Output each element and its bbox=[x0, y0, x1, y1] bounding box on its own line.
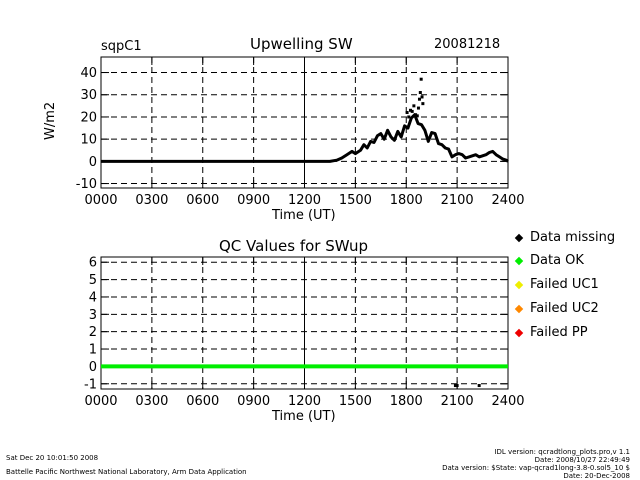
qc-xtick-label-2: 0600 bbox=[186, 394, 219, 409]
sw-point-10 bbox=[419, 77, 423, 81]
qc-xtick-label-5: 1500 bbox=[339, 394, 372, 409]
sw-point-3 bbox=[410, 109, 414, 113]
upwelling-sw-xlabel: Time (UT) bbox=[272, 208, 336, 223]
sw-ytick-label-4: 30 bbox=[80, 88, 97, 103]
sw-xtick-label-5: 1500 bbox=[339, 193, 372, 208]
footer-lab: Battelle Pacific Northwest National Labo… bbox=[6, 468, 247, 476]
sw-xtick-label-8: 2400 bbox=[491, 193, 524, 208]
sw-xtick-label-6: 1800 bbox=[390, 193, 423, 208]
sw-xtick-label-2: 0600 bbox=[186, 193, 219, 208]
qc-xtick-label-1: 0300 bbox=[135, 394, 168, 409]
sw-point-1 bbox=[407, 115, 411, 119]
footer-data-version: Data version: $State: vap-qcrad1long-3.8… bbox=[442, 464, 630, 472]
footer-idl-date: Date: 2008/10/27 22:49:49 bbox=[534, 456, 630, 464]
sw-ytick-label-2: 10 bbox=[80, 133, 97, 148]
sw-point-0 bbox=[405, 111, 409, 115]
sw-xtick-label-0: 0000 bbox=[84, 193, 117, 208]
qc-xtick-label-3: 0900 bbox=[237, 394, 270, 409]
sw-point-9 bbox=[418, 91, 422, 95]
sw-ytick-label-1: 0 bbox=[89, 155, 97, 170]
site-label: sqpC1 bbox=[101, 39, 142, 54]
footer-data-date: Date: 20-Dec-2008 bbox=[563, 472, 630, 480]
legend-label-failed-uc2: Failed UC2 bbox=[530, 301, 599, 316]
sw-point-7 bbox=[416, 106, 420, 110]
legend-label-failed-pp: Failed PP bbox=[530, 325, 588, 340]
sw-ytick-label-3: 20 bbox=[80, 110, 97, 125]
sw-point-6 bbox=[415, 114, 419, 118]
legend-label-failed-uc1: Failed UC1 bbox=[530, 277, 599, 292]
sw-point-4 bbox=[412, 104, 416, 108]
upwelling-sw-title: Upwelling SW bbox=[250, 35, 353, 53]
sw-point-8 bbox=[417, 97, 421, 101]
qc-ytick-label-5: 4 bbox=[89, 290, 97, 305]
qc-ytick-label-2: 1 bbox=[89, 343, 97, 358]
footer-timestamp: Sat Dec 20 10:01:50 2008 bbox=[6, 454, 99, 462]
qc-xtick-label-0: 0000 bbox=[84, 394, 117, 409]
qc-ytick-label-1: 0 bbox=[89, 360, 97, 375]
sw-ytick-label-5: 40 bbox=[80, 66, 97, 81]
qc-ytick-label-3: 2 bbox=[89, 325, 97, 340]
qc-ytick-label-4: 3 bbox=[89, 308, 97, 323]
qc-point-2 bbox=[477, 384, 481, 388]
sw-xtick-label-1: 0300 bbox=[135, 193, 168, 208]
sw-point-5 bbox=[414, 113, 418, 117]
qc-point-1 bbox=[455, 384, 459, 388]
upwelling-sw-ylabel: W/m2 bbox=[43, 101, 58, 140]
qc-xtick-label-7: 2100 bbox=[441, 394, 474, 409]
sw-xtick-label-3: 0900 bbox=[237, 193, 270, 208]
sw-point-2 bbox=[408, 108, 412, 112]
sw-point-12 bbox=[421, 102, 425, 106]
qc-values-xlabel: Time (UT) bbox=[272, 409, 336, 424]
footer-idl-version: IDL version: qcradtlong_plots.pro,v 1.1 bbox=[494, 448, 630, 456]
legend-label-data-ok: Data OK bbox=[530, 253, 584, 268]
qc-xtick-label-4: 1200 bbox=[288, 394, 321, 409]
sw-xtick-label-7: 2100 bbox=[441, 193, 474, 208]
qc-xtick-label-8: 2400 bbox=[491, 394, 524, 409]
sw-xtick-label-4: 1200 bbox=[288, 193, 321, 208]
qc-xtick-label-6: 1800 bbox=[390, 394, 423, 409]
legend-label-data-missing: Data missing bbox=[530, 230, 616, 245]
qc-ytick-label-6: 5 bbox=[89, 273, 97, 288]
qc-ytick-label-7: 6 bbox=[89, 256, 97, 271]
qc-values-title: QC Values for SWup bbox=[219, 237, 369, 255]
qc-ytick-label-0: -1 bbox=[84, 377, 97, 392]
sw-ytick-label-0: -10 bbox=[76, 177, 97, 192]
sw-series-0 bbox=[101, 113, 509, 163]
sw-point-11 bbox=[420, 95, 424, 99]
qc-point-0 bbox=[453, 384, 457, 388]
date-label: 20081218 bbox=[434, 37, 501, 52]
